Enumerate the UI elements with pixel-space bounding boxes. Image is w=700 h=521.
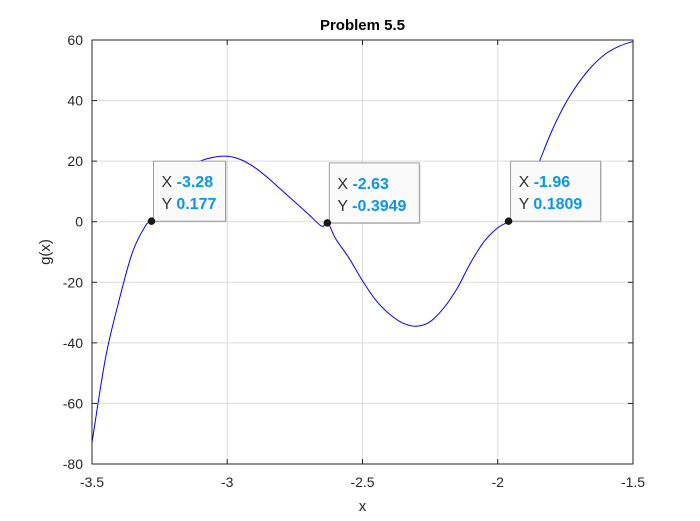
datatip-y-row: Y 0.1809 (519, 196, 583, 213)
x-tick-label: -3 (221, 474, 234, 490)
datatip-x-key: X (162, 174, 177, 191)
datatip-box (328, 162, 420, 224)
datatip-y-row: Y -0.3949 (337, 198, 406, 215)
datatip-x-row: X -3.28 (162, 174, 214, 191)
datatip-marker[interactable] (323, 219, 332, 227)
y-tick-label: 60 (67, 32, 83, 48)
datatip-y-key: Y (162, 196, 177, 213)
datatip-y-value: -0.3949 (352, 198, 406, 215)
datatip-x-value: -2.63 (352, 176, 389, 193)
datatip-box (510, 160, 602, 222)
x-tick-label: -2 (492, 474, 505, 490)
datatip-y-key: Y (519, 196, 534, 213)
y-tick-label: -20 (63, 274, 83, 290)
datatip[interactable]: X -2.63Y -0.3949 (323, 162, 421, 227)
y-tick-label: 40 (67, 93, 83, 109)
y-tick-label: 0 (75, 214, 83, 230)
y-axis-label: g(x) (37, 239, 54, 265)
datatip[interactable]: X -1.96Y 0.1809 (504, 160, 602, 225)
x-tick-label: -2.5 (350, 474, 374, 490)
datatip-marker[interactable] (504, 217, 513, 225)
x-tick-label: -3.5 (80, 474, 104, 490)
datatip-x-key: X (337, 176, 352, 193)
x-axis-label: x (359, 498, 367, 515)
chart-title: Problem 5.5 (320, 17, 405, 34)
datatip-x-row: X -1.96 (519, 174, 571, 191)
y-tick-label: -40 (63, 335, 83, 351)
datatip-x-row: X -2.63 (337, 176, 389, 193)
datatip-y-value: 0.177 (176, 196, 216, 213)
datatip-y-key: Y (337, 198, 352, 215)
datatip-box (153, 160, 227, 222)
y-tick-label: -80 (63, 456, 83, 472)
datatip[interactable]: X -3.28Y 0.177 (147, 160, 227, 225)
y-tick-label: 20 (67, 153, 83, 169)
datatip-x-key: X (519, 174, 534, 191)
y-tick-label: -60 (63, 395, 83, 411)
datatip-marker[interactable] (147, 217, 156, 225)
tick-layer: -3.5 -3 -2.5 -2 -1.5 60 40 20 0 -20 -40 -60 -80 (63, 32, 646, 490)
datatip-y-row: Y 0.177 (162, 196, 217, 213)
datatip-y-value: 0.1809 (533, 196, 582, 213)
x-tick-label: -1.5 (621, 474, 645, 490)
datatip-x-value: -3.28 (177, 174, 214, 191)
datatip-x-value: -1.96 (534, 174, 571, 191)
